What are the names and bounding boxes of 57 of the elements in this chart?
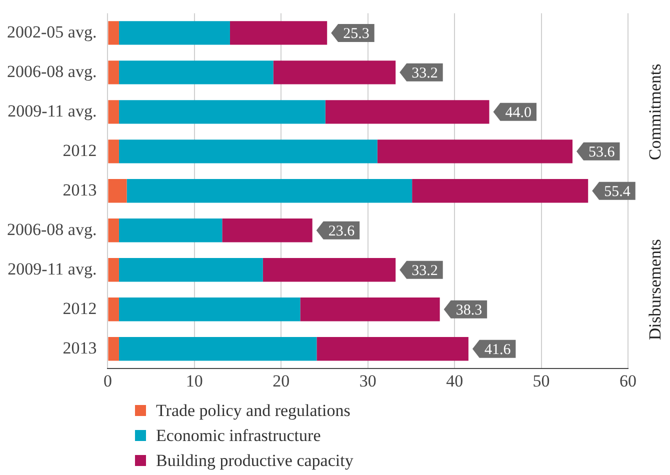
bar <box>222 218 312 242</box>
total-label: 33.2 <box>412 65 438 82</box>
total-label: 25.3 <box>343 26 370 42</box>
legend-label: Economic infrastructure <box>156 426 321 446</box>
bar <box>108 218 119 242</box>
bar <box>118 298 300 322</box>
total-label: 41.6 <box>484 342 512 358</box>
total-label: 53.6 <box>588 144 616 160</box>
bar <box>108 298 119 322</box>
y-tick-label: 2013 <box>62 338 97 358</box>
legend-label: Building productive capacity <box>156 450 354 470</box>
x-tick-label: 0 <box>103 371 112 390</box>
bar <box>126 179 412 203</box>
bar <box>118 258 263 282</box>
y-tick-label: 2006-08 avg. <box>6 220 97 239</box>
y-tick-label: 2006-08 avg. <box>6 62 97 81</box>
y-tick-label: 2009-11 avg. <box>8 259 97 278</box>
x-tick-label: 20 <box>272 371 290 390</box>
bar <box>118 337 317 361</box>
bar <box>108 100 119 124</box>
bar <box>412 179 588 203</box>
legend-label: Trade policy and regulations <box>156 400 350 420</box>
text: Disbursements <box>645 239 664 340</box>
bar <box>273 60 396 84</box>
x-tick-label: 50 <box>532 371 550 390</box>
total-label: 23.6 <box>328 223 356 240</box>
y-tick-label: 2009-11 avg. <box>8 101 97 120</box>
bar <box>108 21 119 45</box>
y-tick-label: 2002-05 avg. <box>6 22 97 42</box>
bar <box>118 100 326 124</box>
bar <box>108 179 127 203</box>
x-tick-label: 60 <box>620 371 636 390</box>
total-label: 44.0 <box>505 104 532 121</box>
bar <box>108 60 119 84</box>
total-label: 38.3 <box>456 302 482 318</box>
bar <box>325 100 490 124</box>
bar <box>118 140 378 164</box>
bar <box>230 21 328 45</box>
total-label: 33.2 <box>412 262 438 279</box>
bar <box>118 218 222 242</box>
bar <box>108 337 119 361</box>
x-tick-label: 10 <box>186 371 203 390</box>
y-tick-label: 2012 <box>62 140 97 160</box>
x-tick-label: 30 <box>359 371 376 390</box>
bar <box>377 140 572 164</box>
bar <box>118 21 230 45</box>
x-tick-label: 40 <box>446 371 464 390</box>
bar <box>316 337 468 361</box>
bar <box>108 140 119 164</box>
y-tick-label: 2013 <box>62 180 97 200</box>
bar <box>262 258 396 282</box>
total-label: 55.4 <box>604 184 631 200</box>
bar <box>118 60 274 84</box>
text: Commitments <box>645 64 664 160</box>
bar <box>300 298 440 322</box>
bar <box>108 258 119 282</box>
y-tick-label: 2012 <box>62 298 97 318</box>
